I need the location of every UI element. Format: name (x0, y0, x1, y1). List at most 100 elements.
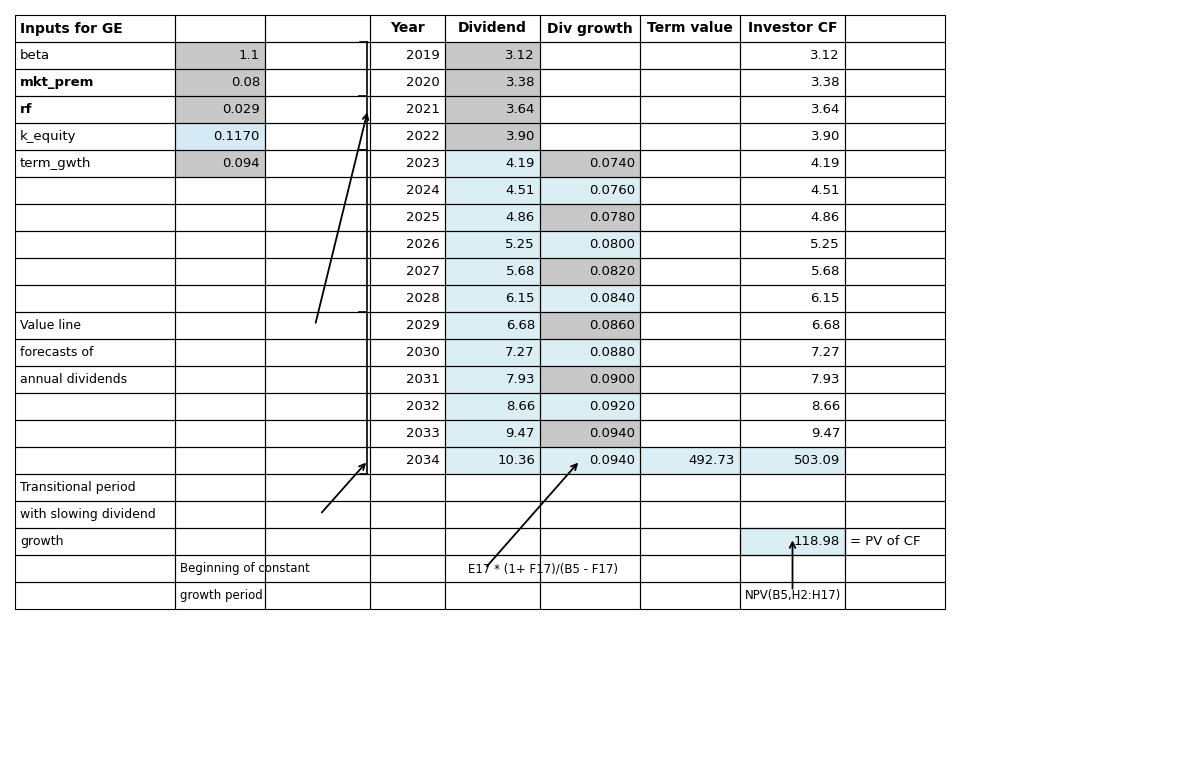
Bar (640, 204, 740, 231)
Bar (640, 204, 740, 231)
Bar (540, 339, 640, 366)
Bar (370, 474, 445, 501)
Bar (370, 501, 445, 528)
Bar (640, 501, 740, 528)
Bar (540, 555, 640, 582)
Bar (370, 15, 445, 42)
Bar (540, 447, 640, 474)
Bar (540, 69, 640, 96)
Bar (740, 528, 845, 555)
Bar (740, 339, 845, 366)
Bar (175, 177, 265, 204)
Bar (845, 258, 946, 285)
Bar (540, 96, 640, 123)
Text: 4.19: 4.19 (505, 157, 535, 170)
Bar (175, 339, 265, 366)
Bar (845, 366, 946, 393)
Bar (540, 528, 640, 555)
Bar (14, 420, 175, 447)
Bar (845, 447, 946, 474)
Text: 2020: 2020 (407, 76, 440, 89)
Text: 0.0900: 0.0900 (589, 373, 635, 386)
Bar (14, 177, 175, 204)
Bar (445, 69, 540, 96)
Bar (845, 474, 946, 501)
Bar (370, 312, 445, 339)
Bar (640, 150, 740, 177)
Bar (265, 96, 370, 123)
Bar (445, 69, 540, 96)
Bar (740, 528, 845, 555)
Bar (265, 15, 370, 42)
Bar (14, 231, 175, 258)
Bar (370, 204, 445, 231)
Bar (175, 420, 265, 447)
Bar (14, 150, 175, 177)
Bar (14, 555, 175, 582)
Bar (845, 69, 946, 96)
Bar (370, 123, 445, 150)
Bar (740, 69, 845, 96)
Bar (540, 420, 640, 447)
Bar (265, 204, 370, 231)
Bar (740, 42, 845, 69)
Bar (540, 123, 640, 150)
Text: 3.38: 3.38 (810, 76, 840, 89)
Bar (540, 96, 640, 123)
Bar (14, 501, 175, 528)
Text: 0.1170: 0.1170 (214, 130, 260, 143)
Bar (175, 582, 265, 609)
Bar (175, 204, 265, 231)
Text: 2030: 2030 (407, 346, 440, 359)
Bar (370, 285, 445, 312)
Bar (640, 312, 740, 339)
Bar (845, 96, 946, 123)
Bar (740, 204, 845, 231)
Bar (540, 501, 640, 528)
Bar (445, 42, 540, 69)
Bar (445, 204, 540, 231)
Bar (14, 474, 175, 501)
Text: 2029: 2029 (407, 319, 440, 332)
Bar (640, 69, 740, 96)
Bar (740, 312, 845, 339)
Bar (175, 420, 265, 447)
Bar (14, 366, 175, 393)
Bar (175, 582, 265, 609)
Bar (370, 258, 445, 285)
Bar (740, 447, 845, 474)
Bar (370, 393, 445, 420)
Text: 2027: 2027 (406, 265, 440, 278)
Bar (540, 177, 640, 204)
Bar (445, 231, 540, 258)
Bar (540, 258, 640, 285)
Bar (640, 474, 740, 501)
Text: 4.51: 4.51 (505, 184, 535, 197)
Bar (445, 447, 540, 474)
Bar (640, 69, 740, 96)
Bar (265, 393, 370, 420)
Bar (445, 285, 540, 312)
Bar (445, 501, 540, 528)
Text: 4.86: 4.86 (811, 211, 840, 224)
Bar (845, 528, 946, 555)
Bar (445, 150, 540, 177)
Bar (445, 393, 540, 420)
Bar (14, 177, 175, 204)
Bar (740, 555, 845, 582)
Bar (265, 96, 370, 123)
Bar (740, 366, 845, 393)
Bar (540, 15, 640, 42)
Bar (14, 312, 175, 339)
Bar (845, 96, 946, 123)
Bar (540, 366, 640, 393)
Bar (845, 150, 946, 177)
Bar (370, 69, 445, 96)
Bar (265, 339, 370, 366)
Text: 5.68: 5.68 (811, 265, 840, 278)
Bar (445, 555, 540, 582)
Bar (740, 420, 845, 447)
Text: 3.64: 3.64 (811, 103, 840, 116)
Bar (175, 366, 265, 393)
Text: 2034: 2034 (407, 454, 440, 467)
